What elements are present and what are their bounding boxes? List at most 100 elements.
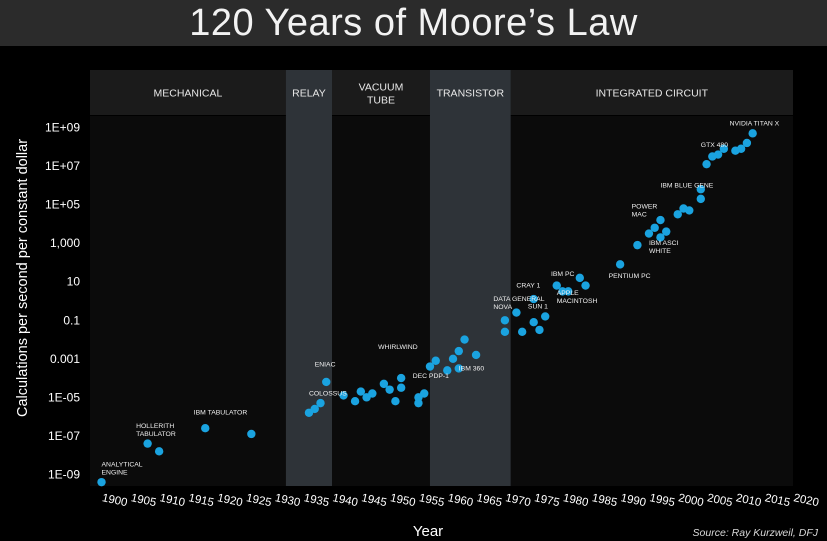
point-annotation: IBM 360 xyxy=(459,365,485,372)
point-annotation: IBM PC xyxy=(551,271,575,278)
data-point xyxy=(685,206,694,215)
data-point xyxy=(696,194,706,204)
point-annotation: ANALYTICAL ENGINE xyxy=(102,462,143,477)
y-axis-label: Calculations per second per constant dol… xyxy=(15,139,31,417)
data-point xyxy=(512,308,521,317)
y-tick-label: 10 xyxy=(67,275,81,289)
point-annotation: NVIDIA TITAN X xyxy=(730,121,780,128)
point-annotation: PENTIUM PC xyxy=(609,273,651,280)
x-tick-label: 1970 xyxy=(504,492,532,509)
data-point xyxy=(454,346,463,356)
data-point xyxy=(633,240,642,250)
data-point xyxy=(425,362,435,371)
y-tick-label: 1E+07 xyxy=(45,159,80,173)
x-tick-label: 1980 xyxy=(562,492,590,509)
point-annotation: HOLLERITH TABULATOR xyxy=(136,423,176,438)
y-tick-label: 1E+09 xyxy=(45,121,80,135)
x-tick-label: 1940 xyxy=(331,492,359,509)
era-shade-3 xyxy=(429,70,511,486)
data-point xyxy=(575,273,584,283)
data-point xyxy=(650,223,659,232)
data-point xyxy=(396,373,406,383)
data-point xyxy=(201,423,210,433)
point-annotation: WHIRLWIND xyxy=(378,344,418,351)
x-tick-label: 1900 xyxy=(101,492,129,509)
data-point xyxy=(97,477,106,487)
point-annotation: APPLE MACINTOSH xyxy=(557,290,598,305)
data-point xyxy=(454,364,463,373)
data-point xyxy=(541,312,550,321)
era-shade-1 xyxy=(285,70,333,486)
data-point xyxy=(379,379,389,389)
data-point xyxy=(656,233,665,242)
x-tick-label: 2000 xyxy=(677,492,705,509)
x-tick-label: 1990 xyxy=(620,492,648,509)
y-tick-label: 1E-09 xyxy=(48,467,80,481)
data-point xyxy=(471,350,481,360)
data-point xyxy=(529,294,538,304)
era-label: TRANSISTOR xyxy=(437,88,505,100)
data-point xyxy=(552,281,561,290)
data-point xyxy=(443,366,452,375)
data-point xyxy=(500,316,510,325)
x-tick-label: 1920 xyxy=(216,492,244,509)
y-tick-label: 1,000 xyxy=(50,236,80,250)
y-tick-label: 0.1 xyxy=(63,313,80,327)
data-point xyxy=(143,439,152,448)
data-point xyxy=(368,389,377,398)
page-title: 120 Years of Moore’s Law xyxy=(189,1,638,44)
data-point xyxy=(414,398,423,408)
data-point xyxy=(742,138,752,148)
x-tick-label: 2020 xyxy=(792,492,820,509)
y-tick-label: 0.001 xyxy=(50,352,80,366)
point-annotation: GTX 480 xyxy=(701,142,728,149)
data-point xyxy=(385,385,394,394)
x-tick-label: 1915 xyxy=(187,492,215,509)
title-bar: 120 Years of Moore’s Law xyxy=(0,0,827,46)
data-point xyxy=(316,398,325,408)
data-point xyxy=(356,387,366,396)
point-annotation: IBM TABULATOR xyxy=(194,410,248,417)
x-tick-label: 2005 xyxy=(706,492,734,509)
data-point xyxy=(339,391,348,400)
point-annotation: IBM ASCI WHITE xyxy=(649,240,679,255)
point-annotation: IBM BLUE GENE xyxy=(660,182,713,189)
data-point xyxy=(310,404,319,414)
point-annotation: ENIAC xyxy=(315,362,336,369)
point-annotation: SUN 1 xyxy=(528,304,548,311)
data-point xyxy=(391,397,400,406)
era-label: RELAY xyxy=(292,88,326,100)
data-point xyxy=(420,389,429,398)
x-tick-label: 2010 xyxy=(735,492,763,509)
data-point xyxy=(460,335,469,344)
era-label: MECHANICAL xyxy=(154,88,223,100)
x-tick-label: 1925 xyxy=(245,492,273,509)
data-point xyxy=(581,281,590,290)
x-tick-label: 1975 xyxy=(533,492,561,509)
y-tick-label: 1E-05 xyxy=(48,390,80,404)
data-point xyxy=(713,150,723,159)
source-note: Source: Ray Kurzweil, DFJ xyxy=(693,527,819,539)
data-point xyxy=(748,129,757,138)
x-axis-label: Year xyxy=(413,523,443,540)
x-tick-label: 1945 xyxy=(360,492,388,509)
data-point xyxy=(656,215,665,225)
x-tick-label: 2015 xyxy=(764,492,792,509)
data-point xyxy=(500,327,510,337)
data-point xyxy=(644,229,654,238)
data-point xyxy=(719,144,729,153)
data-point xyxy=(431,356,440,365)
x-tick-label: 1930 xyxy=(274,492,302,509)
data-point xyxy=(662,227,671,236)
data-point xyxy=(529,317,538,327)
point-annotation: CRAY 1 xyxy=(516,283,540,290)
x-tick-label: 1955 xyxy=(418,492,446,509)
x-tick-label: 1965 xyxy=(475,492,503,509)
data-point xyxy=(558,287,567,296)
y-tick-label: 1E+05 xyxy=(45,198,80,212)
data-point xyxy=(154,447,164,456)
data-point xyxy=(396,383,406,392)
data-point xyxy=(322,377,331,387)
data-point xyxy=(350,397,360,406)
x-tick-label: 1905 xyxy=(130,492,158,509)
